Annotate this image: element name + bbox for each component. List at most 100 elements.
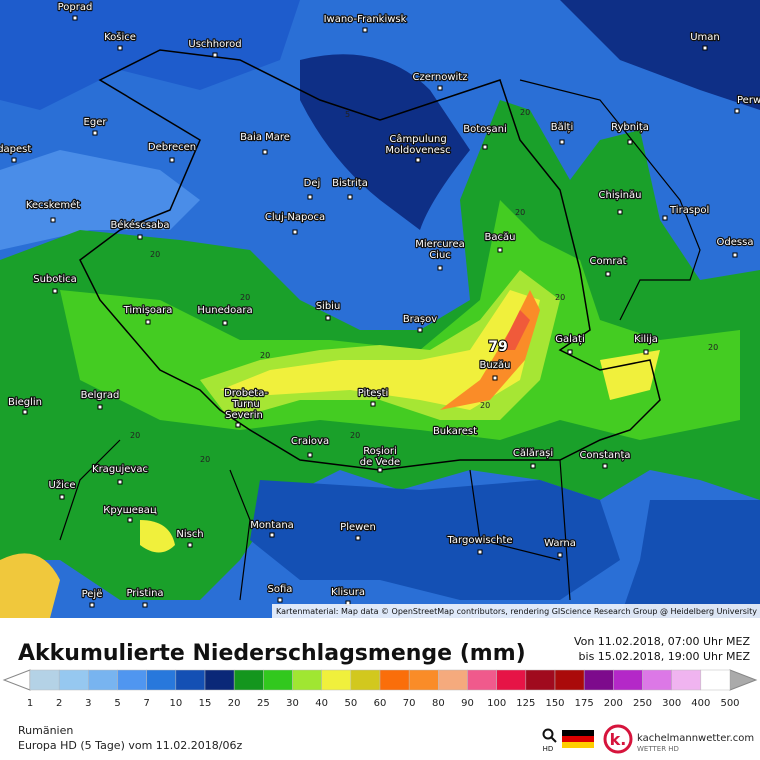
contour-label: 20 [555, 293, 565, 302]
legend-swatch [525, 669, 556, 691]
contour-label: 20 [520, 108, 530, 117]
city-marker [169, 157, 175, 163]
city-label: Bacău [485, 232, 516, 243]
city-marker [307, 452, 313, 458]
city-label: Plewen [340, 522, 376, 533]
legend-swatch [613, 669, 643, 691]
legend-swatch [58, 669, 89, 691]
city-label: Iwano-Frankiwsk [324, 14, 407, 25]
city-label: Kecskemét [26, 199, 80, 211]
search-icon [550, 736, 557, 743]
legend-label: 25 [257, 698, 270, 709]
city-marker [262, 149, 268, 155]
legend-label: 250 [633, 698, 652, 709]
legend-swatch [642, 669, 672, 691]
precip-area [140, 520, 175, 553]
city-marker [187, 542, 193, 548]
legend-swatch [379, 669, 410, 691]
city-label: Turnu [231, 399, 260, 410]
legend-label: 7 [143, 698, 149, 709]
legend-label: 10 [169, 698, 182, 709]
flag-de [562, 730, 594, 736]
contour-label: 20 [260, 351, 270, 360]
city-label: Moldovenesc [385, 145, 450, 156]
city-marker [277, 597, 283, 603]
legend-swatch [321, 669, 352, 691]
city-marker [269, 532, 275, 538]
legend-swatch [233, 669, 264, 691]
city-label: Bieglin [8, 397, 42, 408]
city-label: Câmpulung [389, 133, 446, 145]
brand[interactable]: kachelmannwetter.com [637, 733, 754, 744]
city-marker [605, 271, 611, 277]
city-label: Hunedoara [197, 305, 252, 316]
city-label: Brașov [403, 314, 437, 325]
city-marker [437, 85, 443, 91]
city-marker [142, 602, 148, 608]
precip-area [0, 553, 60, 618]
city-label: Debrecen [148, 142, 196, 153]
city-marker [662, 215, 668, 221]
legend-label: 150 [545, 698, 564, 709]
city-label: Czernowitz [413, 72, 468, 83]
city-marker [235, 422, 241, 428]
city-marker [702, 45, 708, 51]
city-marker [50, 217, 56, 223]
period-from: Von 11.02.2018, 07:00 Uhr MEZ [574, 635, 751, 648]
city-marker [362, 27, 368, 33]
city-marker [117, 479, 123, 485]
attribution: Kartenmaterial: Map data © OpenStreetMap… [276, 607, 757, 616]
city-marker [627, 139, 633, 145]
city-marker [52, 288, 58, 294]
brand-logo-k: k. [610, 730, 627, 749]
city-label: Botoșani [463, 124, 506, 135]
attribution-bg [272, 604, 760, 618]
legend-swatch [88, 669, 118, 691]
city-label: Rybnița [611, 122, 649, 133]
country-border [59, 439, 571, 601]
contour-label: 20 [480, 401, 490, 410]
legend-swatch [350, 669, 381, 691]
city-marker [145, 319, 151, 325]
region: Rumänien [18, 724, 73, 737]
city-label: Cluj-Napoca [265, 212, 325, 223]
search-icon[interactable] [542, 728, 554, 740]
map: Poprad Košice Uschhorod Iwano-Frankiwsk Uman… [0, 0, 760, 618]
precip-area [300, 54, 470, 231]
city-marker [97, 404, 103, 410]
legend-swatch [146, 669, 177, 691]
city-marker [307, 194, 313, 200]
city-label: Comrat [589, 256, 626, 267]
legend-label: 60 [374, 698, 387, 709]
legend-swatch [671, 669, 702, 691]
city-label: Budapest [0, 144, 31, 155]
city-label: Miercurea [415, 239, 464, 250]
city-label: de Vede [360, 457, 400, 468]
city-marker [117, 45, 123, 51]
legend-high-arrow [729, 669, 758, 691]
city-marker [212, 52, 218, 58]
legend-label: 200 [604, 698, 623, 709]
city-label: Subotica [33, 274, 76, 285]
city-marker [559, 139, 565, 145]
city-label: Крушевац [103, 505, 157, 516]
city-label: Bistrița [332, 178, 368, 189]
city-label: Timișoara [123, 305, 173, 316]
city-label: Nisch [176, 529, 203, 540]
city-label: Békéscsaba [110, 219, 169, 231]
contour-label: 20 [350, 431, 360, 440]
brand-sub: WETTER HD [637, 745, 679, 753]
legend-label: 400 [691, 698, 710, 709]
city-marker [11, 157, 17, 163]
city-marker [437, 265, 443, 271]
city-label: Kragujevac [92, 464, 148, 475]
precip-area [600, 350, 660, 400]
legend-low-arrow [2, 669, 31, 691]
city-label: Odessa [717, 237, 754, 248]
legend-label: 70 [403, 698, 416, 709]
city-label: Klisura [331, 587, 365, 598]
contour-label: 20 [150, 250, 160, 259]
city-label: Warna [544, 538, 576, 549]
legend-swatch [204, 669, 235, 691]
model-run: Europa HD (5 Tage) vom 11.02.2018/06z [18, 739, 242, 752]
